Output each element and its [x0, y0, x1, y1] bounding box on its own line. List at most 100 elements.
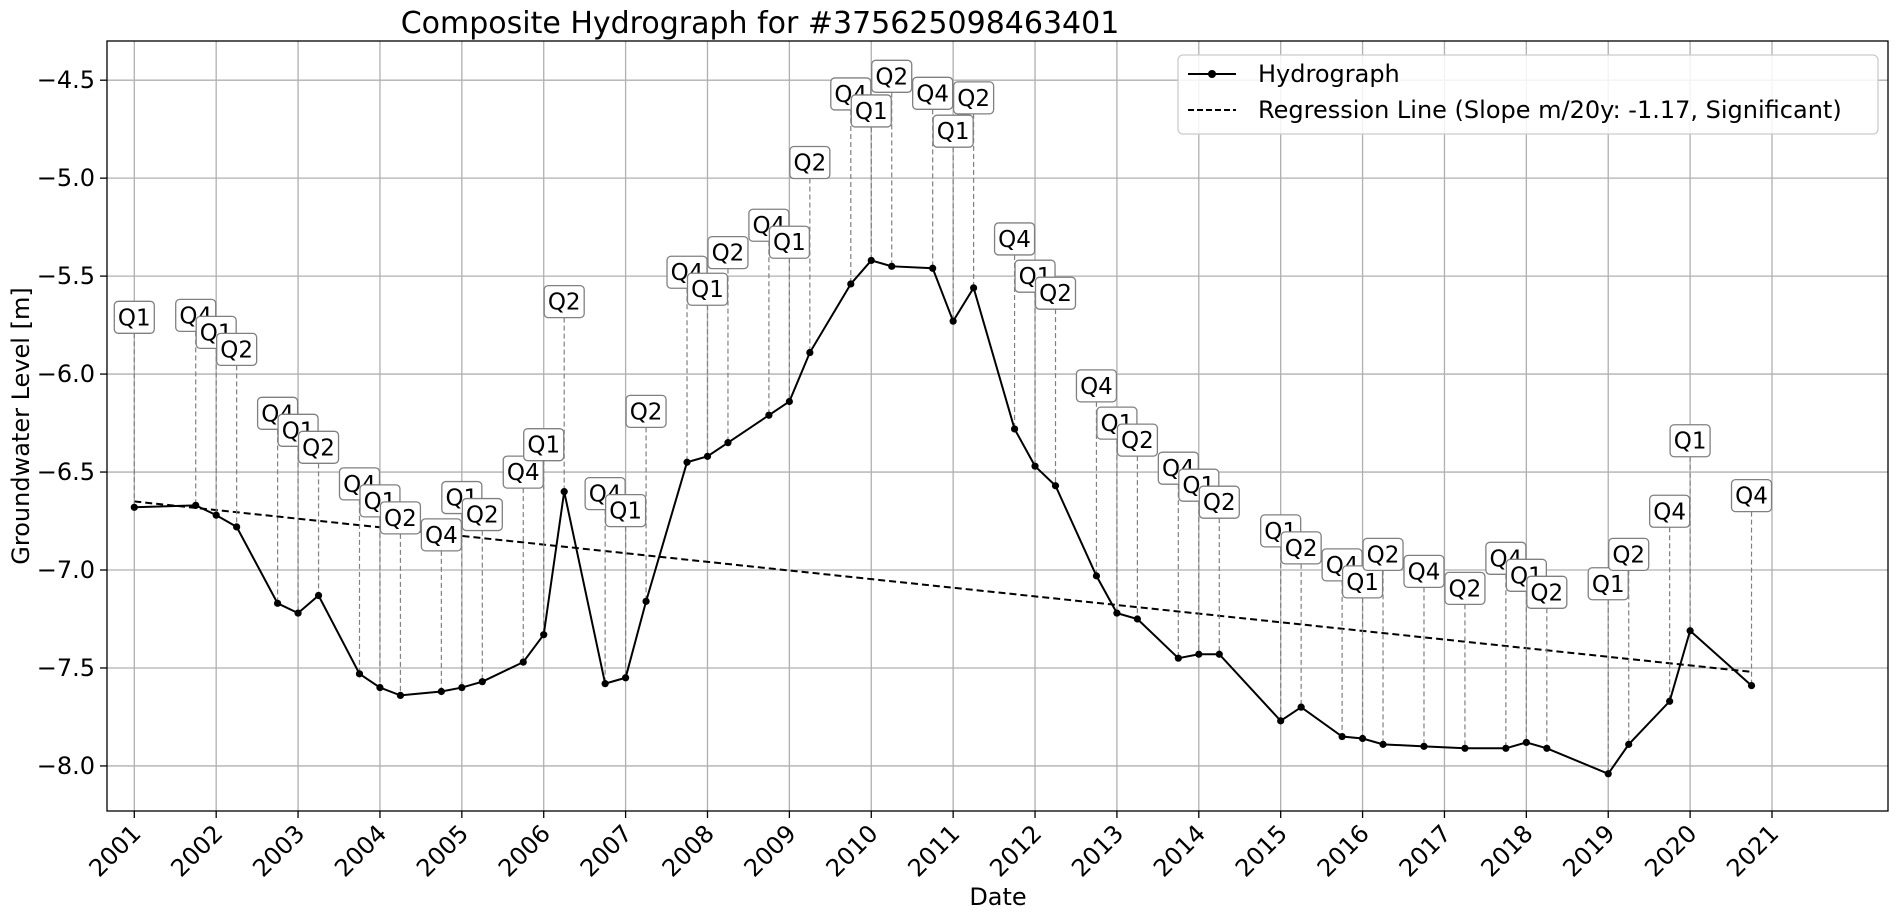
hydrograph-point [1215, 650, 1223, 658]
hydrograph-point [888, 262, 896, 270]
annotation-label: Q2 [1612, 542, 1645, 568]
annotation-label: Q4 [425, 523, 458, 549]
x-tick-label: 2008 [657, 819, 720, 882]
annotation-label: Q2 [793, 151, 826, 177]
plot-frame [106, 40, 1889, 812]
x-tick-label: 2019 [1557, 819, 1620, 882]
annotation-box [912, 76, 954, 110]
annotation-label: Q4 [998, 227, 1031, 253]
annotation-box [686, 272, 729, 306]
hydrograph-point [1625, 740, 1633, 748]
annotation-droplines [133, 92, 1753, 774]
annotation-box [625, 394, 667, 429]
x-tick-label: 2007 [575, 819, 638, 882]
x-tick-label: 2020 [1639, 819, 1702, 882]
grid [107, 41, 1888, 811]
annotation-box [1198, 485, 1240, 519]
x-tick-label: 2005 [411, 819, 474, 882]
legend-hydrograph-marker [1208, 70, 1216, 78]
annotation-box [1444, 571, 1486, 606]
legend-hydrograph-label: Hydrograph [1258, 60, 1400, 88]
y-axis-label: Groundwater Level [m] [7, 287, 35, 564]
annotation-box [789, 145, 831, 180]
hydrograph-point [1747, 682, 1756, 690]
annotation-label: Q1 [1592, 572, 1625, 598]
annotation-box [768, 225, 811, 259]
annotation-label: Q4 [916, 81, 949, 107]
annotation-box [1034, 276, 1077, 310]
annotation-label: Q1 [855, 99, 888, 125]
y-axis-ticks: −8.0 −7.5 −7.0 −6.5 −6.0 −5.5 −5.0 −4.5 [37, 66, 107, 780]
annotation-label: Q2 [466, 503, 499, 529]
annotation-label: Q2 [1530, 580, 1563, 606]
annotation-box [113, 300, 155, 334]
annotation-label: Q2 [302, 435, 335, 461]
hydrograph-point [1031, 462, 1039, 470]
hydrograph-point [1666, 697, 1674, 705]
hydrograph-point [765, 411, 773, 419]
x-tick-label: 2002 [165, 819, 228, 882]
legend-box [1177, 54, 1879, 135]
annotation-box [461, 497, 503, 532]
annotation-box [1280, 531, 1322, 565]
x-tick-label: 2016 [1312, 819, 1375, 882]
hydrograph-series [130, 256, 1756, 778]
hydrograph-point [1297, 703, 1305, 711]
hydrograph-point [1195, 650, 1203, 658]
annotation-label: Q2 [1039, 281, 1072, 307]
legend: Hydrograph Regression Line (Slope m/20y:… [1177, 54, 1879, 135]
annotation-label: Q1 [609, 499, 642, 525]
x-tick-label: 2015 [1230, 819, 1293, 882]
x-tick-label: 2004 [329, 819, 392, 882]
hydrograph-point [273, 599, 282, 607]
hydrograph-point [1379, 740, 1387, 748]
y-tick-label: −4.5 [37, 66, 95, 94]
hydrograph-point [1502, 744, 1510, 752]
hydrograph-point [478, 678, 486, 686]
annotation-label: Q2 [1449, 576, 1482, 602]
annotation-label: Q2 [1285, 536, 1318, 562]
annotation-box [1648, 494, 1691, 528]
annotation-label: Q1 [1346, 570, 1379, 596]
annotation-box [420, 518, 463, 552]
hydrograph-point [724, 439, 732, 447]
annotation-label: Q2 [712, 241, 745, 267]
hydrograph-point [847, 280, 855, 288]
hydrograph-point [703, 452, 712, 460]
hydrograph-point [1133, 615, 1141, 623]
x-tick-label: 2001 [84, 819, 147, 882]
annotation-label: Q2 [1121, 428, 1154, 454]
annotation-label: Q1 [118, 305, 151, 331]
x-tick-label: 2003 [247, 819, 310, 882]
hydrograph-point [1010, 425, 1019, 433]
hydrograph-point [642, 597, 650, 605]
hydrograph-point [1338, 732, 1346, 741]
x-axis-ticks: 2001 2002 2003 2004 2005 2006 2007 2008 2009 2010… [84, 811, 1784, 882]
quarter-annotations: Q1 Q4Q1Q2Q4Q1Q2Q4Q1Q2Q4Q1Q2Q4Q1Q2Q4Q1Q2Q4… [113, 59, 1773, 609]
hydrograph-point [396, 691, 405, 700]
hydrograph-point [1358, 734, 1367, 743]
x-axis-label: Date [969, 883, 1026, 911]
annotation-box [1587, 567, 1629, 601]
annotation-box [871, 59, 913, 93]
hydrograph-point [622, 674, 630, 682]
hydrograph-point [458, 683, 466, 692]
x-tick-label: 2010 [821, 819, 884, 882]
annotation-label: Q4 [1408, 559, 1441, 585]
x-tick-label: 2021 [1721, 819, 1784, 882]
y-tick-label: −6.0 [37, 360, 95, 388]
annotation-box [1362, 537, 1404, 572]
annotation-label: Q1 [691, 277, 724, 303]
hydrograph-point [601, 680, 609, 688]
annotation-label: Q2 [220, 337, 253, 363]
annotation-label: Q2 [875, 64, 908, 90]
annotation-label: Q4 [1735, 484, 1768, 510]
y-tick-label: −6.5 [37, 458, 95, 486]
hydrograph-point [212, 511, 220, 519]
x-tick-label: 2018 [1476, 819, 1539, 882]
regression-line-layer [134, 500, 1752, 673]
hydrograph-point [314, 591, 323, 600]
hydrograph-point [1113, 609, 1121, 617]
hydrograph-point [1277, 717, 1285, 725]
